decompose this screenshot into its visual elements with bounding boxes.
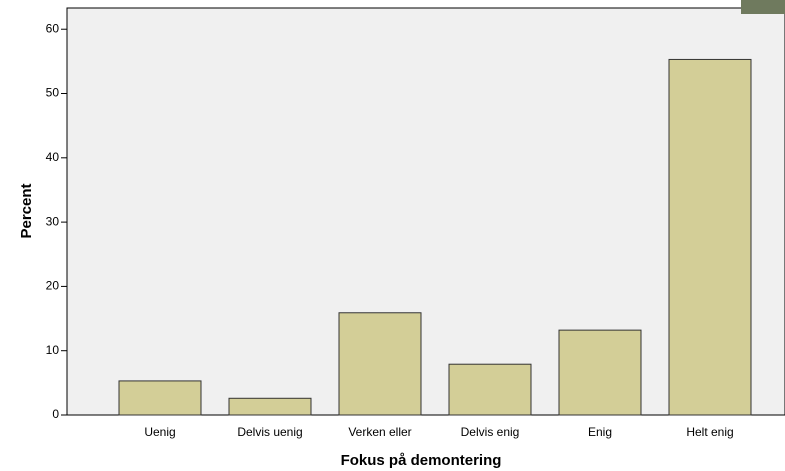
bar [228, 397, 312, 416]
bar [668, 58, 752, 416]
y-tick-label: 10 [46, 343, 60, 357]
y-tick-label: 0 [52, 407, 59, 421]
x-tick-label: Enig [588, 425, 612, 439]
y-tick-label: 50 [46, 86, 60, 100]
x-tick-label: Verken eller [348, 425, 411, 439]
x-tick-label: Helt enig [686, 425, 733, 439]
x-axis-title: Fokus på demontering [341, 452, 502, 469]
bar [448, 363, 532, 416]
y-tick-label: 60 [46, 21, 60, 35]
x-tick-label: Delvis uenig [237, 425, 302, 439]
y-axis-title: Percent [18, 183, 35, 238]
corner-image [741, 0, 785, 14]
bar [558, 329, 642, 416]
x-tick-label: Delvis enig [461, 425, 520, 439]
y-tick-label: 20 [46, 279, 60, 293]
y-tick-label: 30 [46, 214, 60, 228]
plot-area [66, 7, 785, 416]
bar [118, 380, 202, 416]
x-tick-label: Uenig [144, 425, 175, 439]
bar [338, 312, 422, 416]
y-tick-label: 40 [46, 150, 60, 164]
